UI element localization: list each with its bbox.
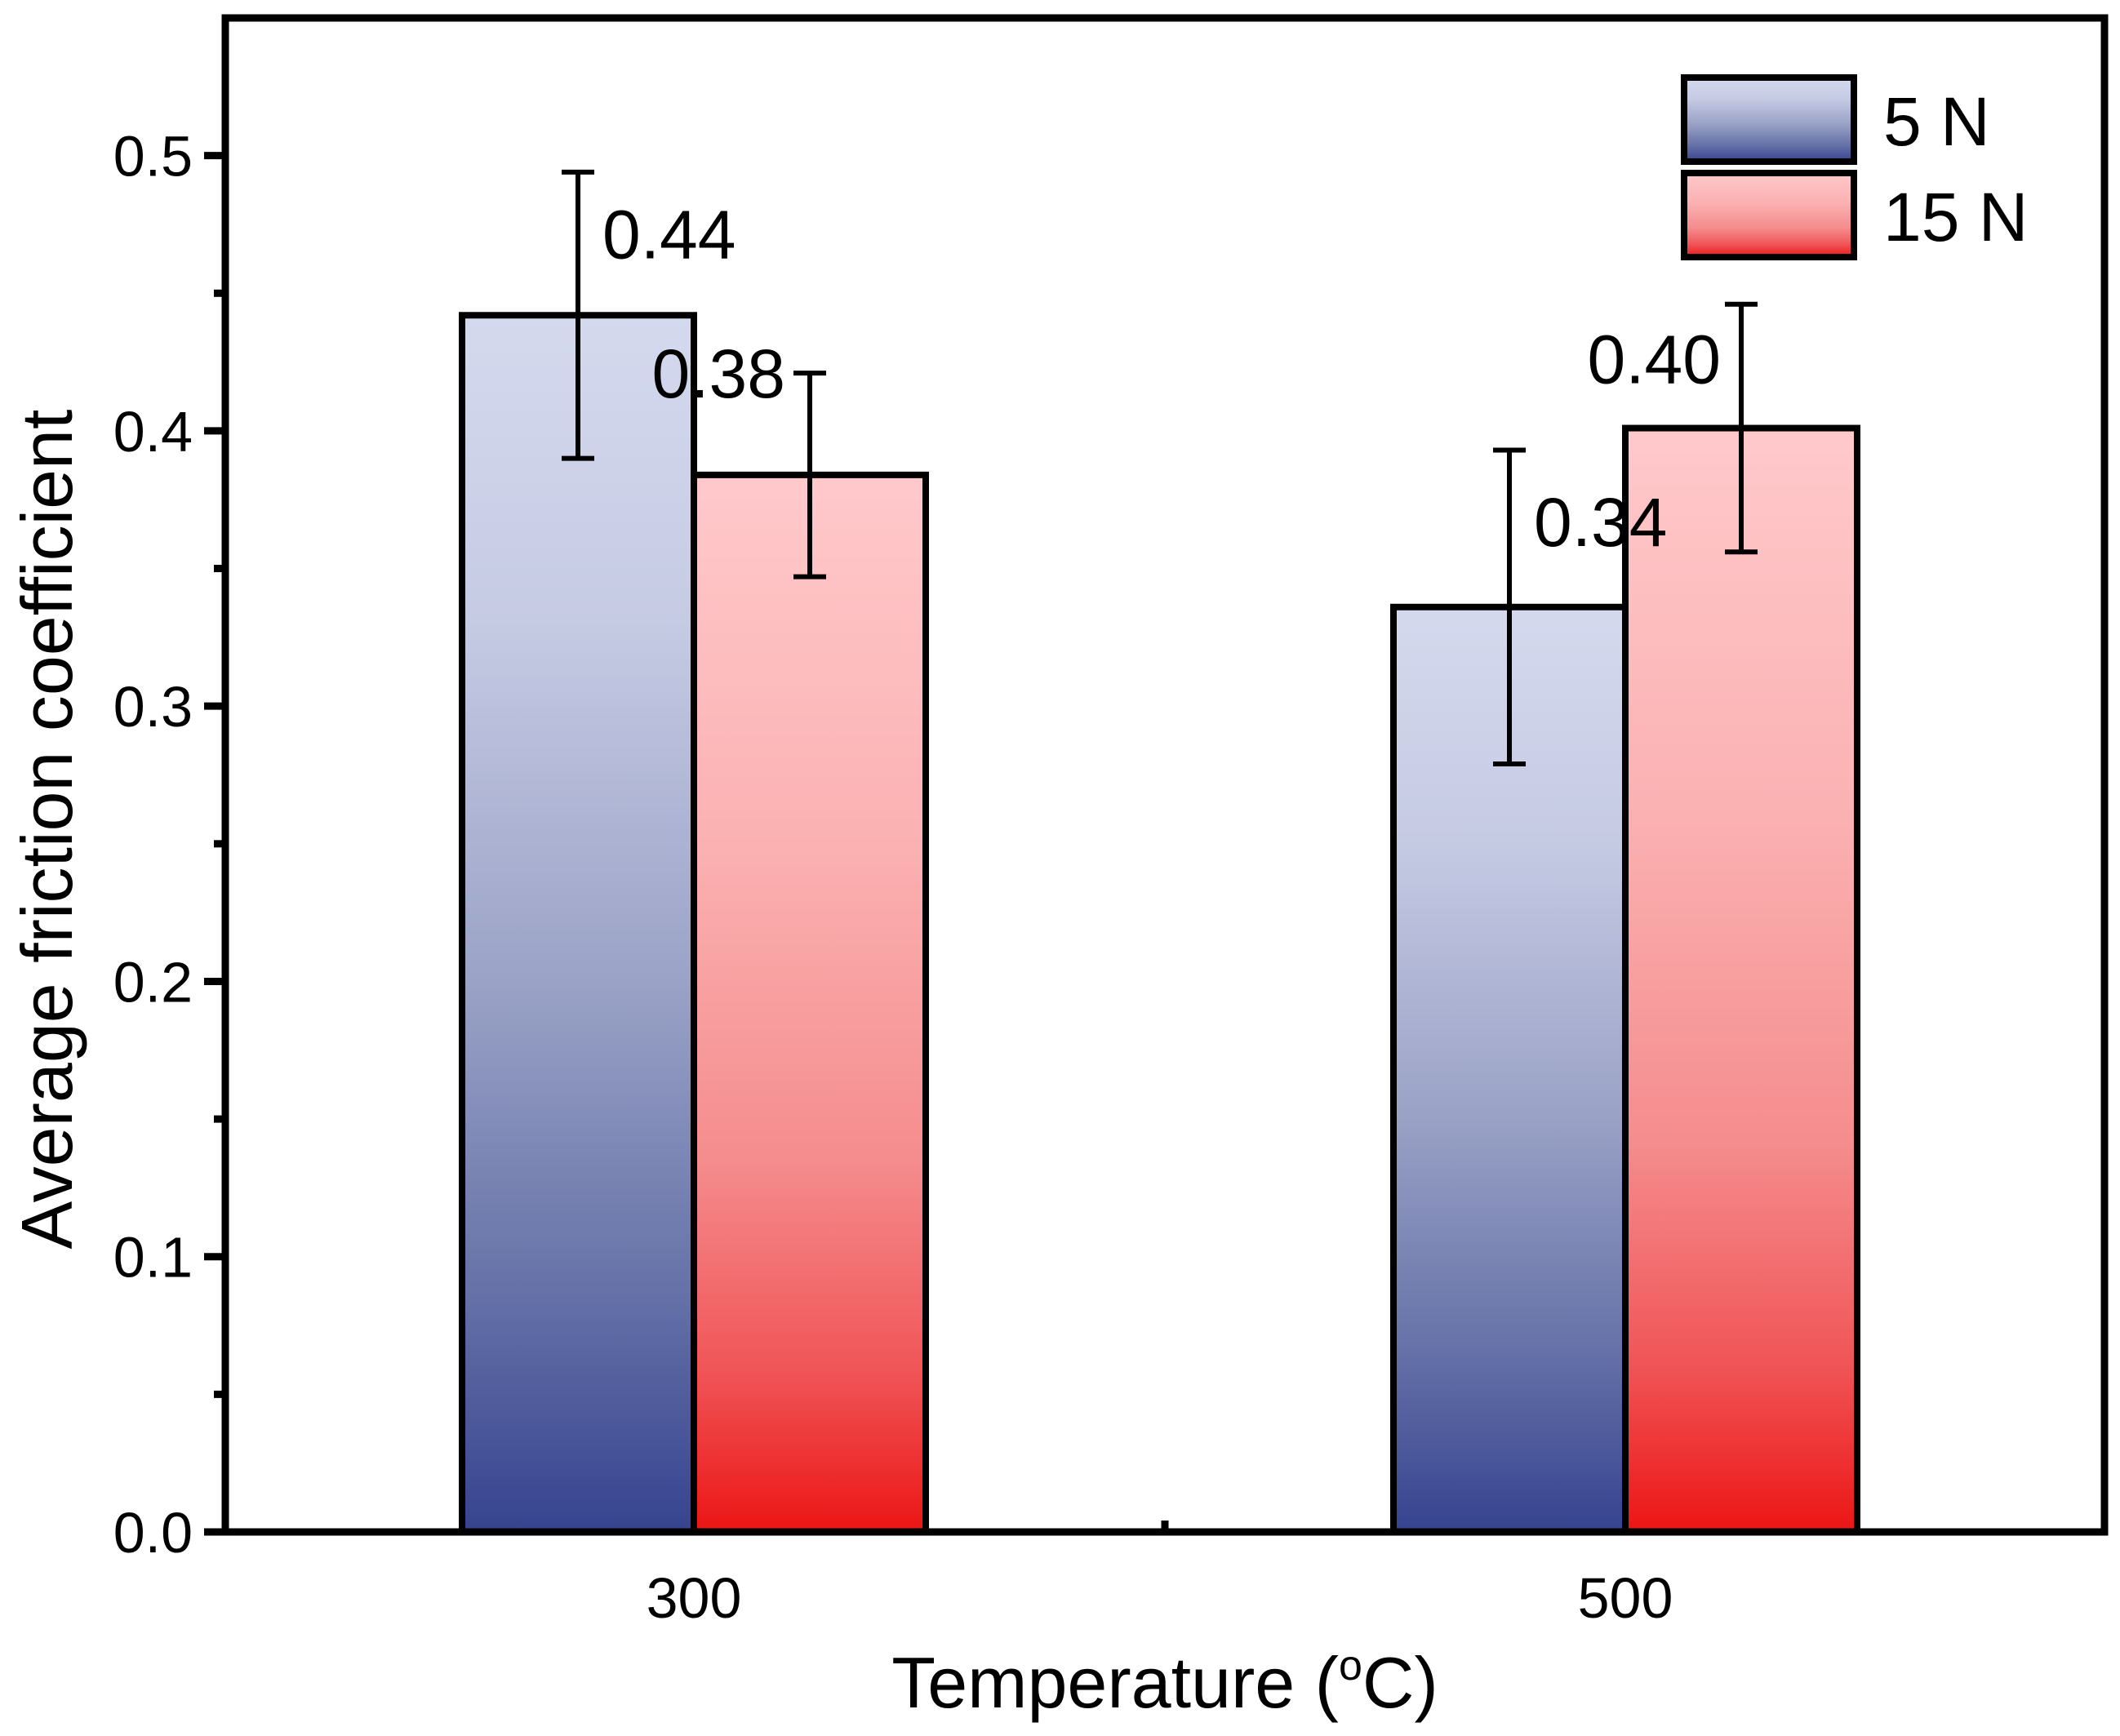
y-axis-ticks: 0.0 0.1 0.2 0.3 0.4 0.5	[113, 125, 225, 1565]
x-tick-label: 500	[1578, 1566, 1673, 1630]
legend: 5 N 15 N	[1681, 74, 2028, 260]
x-axis-title: Temperature (oC)	[891, 1642, 1438, 1723]
plot-frame	[221, 14, 2109, 1536]
y-axis-title: Average friction coefficient	[7, 410, 87, 1250]
error-bars	[562, 169, 1758, 767]
data-label-15n-500: 0.40	[1588, 322, 1722, 398]
x-axis-title-unit: C)	[1362, 1642, 1438, 1723]
bar-5n-300	[459, 312, 697, 1536]
data-labels: 0.44 0.34 0.38 0.40	[602, 196, 1721, 561]
y-tick-label: 0.1	[113, 1226, 193, 1290]
x-axis-ticks: 300 500	[647, 1521, 1673, 1630]
legend-label-5n: 5 N	[1883, 83, 1990, 160]
bar-15n-300	[691, 471, 929, 1536]
y-tick-label: 0.3	[113, 675, 193, 739]
x-axis-title-degree: o	[1339, 1642, 1362, 1689]
data-label-5n-300: 0.44	[602, 196, 736, 273]
bar-15n-500	[1622, 424, 1860, 1535]
legend-swatch-5n	[1681, 74, 1857, 165]
y-tick-label: 0.2	[113, 950, 193, 1014]
x-axis-title-main: Temperature (	[891, 1642, 1339, 1723]
legend-label-15n: 15 N	[1883, 179, 2028, 255]
data-label-15n-300: 0.38	[652, 335, 786, 412]
y-tick-label: 0.4	[113, 400, 193, 464]
data-label-5n-500: 0.34	[1534, 484, 1668, 561]
y-tick-label: 0.5	[113, 125, 193, 189]
y-tick-label: 0.0	[113, 1501, 193, 1565]
legend-swatch-15n	[1681, 170, 1857, 260]
x-tick-label: 300	[647, 1566, 742, 1630]
